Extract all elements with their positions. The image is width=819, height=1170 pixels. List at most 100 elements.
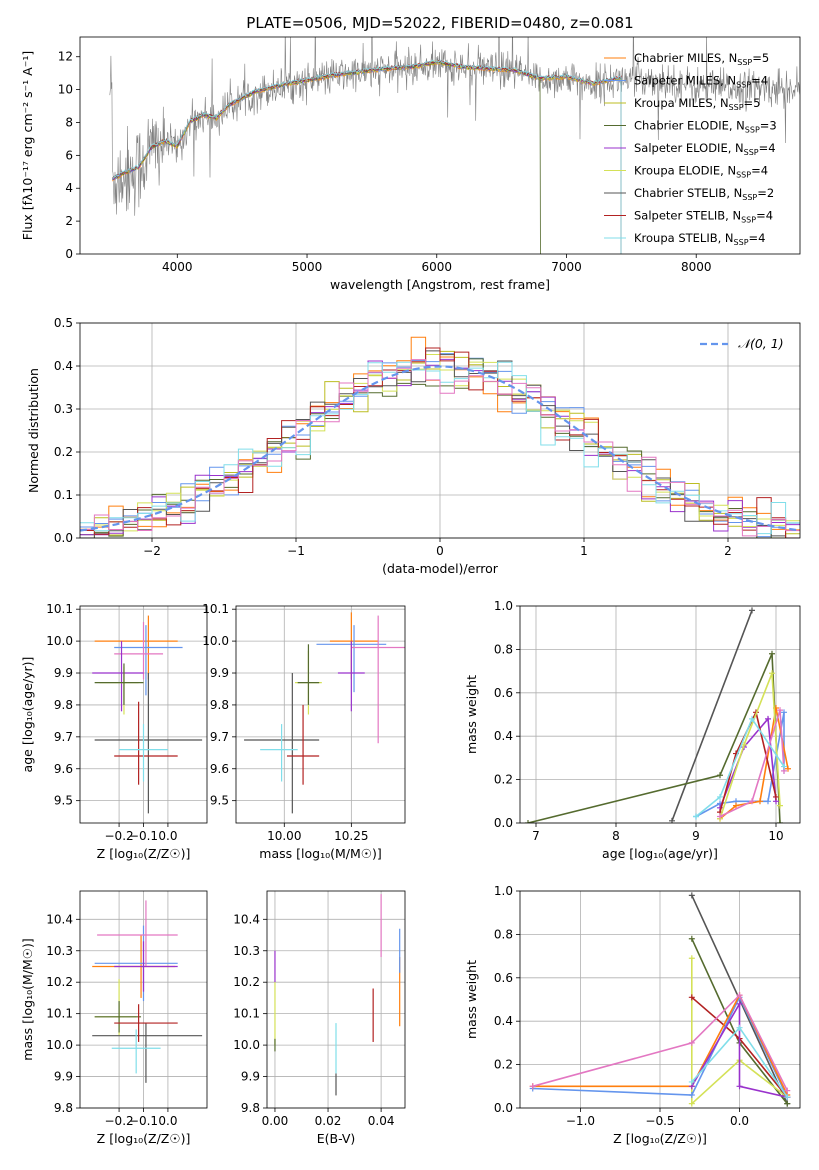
subplot-age_vs_Z: −0.2−0.1 0.0 9.5 9.6 9.7 9.8 9.9 10.0 10.1 Z [log…	[20, 602, 208, 861]
y-tick-label: 9.7	[210, 730, 229, 744]
y-tick-label: 2	[65, 214, 73, 228]
y-tick-label: 9.9	[54, 666, 73, 680]
y-tick-label: 10.4	[46, 912, 73, 926]
x-axis-label: Z [log₁₀(Z/Z☉)]	[613, 1131, 707, 1146]
weight-marker-kroupa_stelib	[784, 1094, 791, 1101]
model-line-chabrier_stelib	[112, 59, 622, 254]
weight-marker-chabrier_elodie	[717, 772, 723, 779]
legend-subscript: SSP	[742, 193, 757, 202]
legend-label: Chabrier STELIB, NSSP=2	[634, 186, 774, 202]
x-tick-label: 4000	[162, 260, 193, 274]
chart-title: PLATE=0506, MJD=52022, FIBERID=0480, z=0…	[246, 14, 633, 32]
legend-name: Kroupa MILES, N	[634, 96, 729, 110]
x-tick-label: 9	[692, 829, 700, 843]
legend-suffix: =5	[744, 96, 761, 110]
y-tick-label: 9.5	[210, 794, 229, 808]
x-tick-label: 0.00	[262, 1114, 289, 1128]
weight-marker-chabrier_miles	[733, 802, 739, 809]
plot-area-weight_vs_age	[525, 607, 791, 823]
y-tick-label: 10.4	[233, 912, 260, 926]
y-tick-label: 9.9	[210, 666, 229, 680]
subplot-weight_vs_Z: −1.0 −0.5 0.0 0.0 0.2 0.4 0.6 0.8 1.0 Z [log₁₀(Z/…	[464, 884, 801, 1146]
model-line-kroupa_miles	[112, 61, 622, 254]
y-tick-label: 10.1	[46, 602, 73, 616]
x-tick-label: 0.0	[730, 1114, 749, 1128]
axes-frame	[79, 605, 208, 824]
weight-marker-pink	[688, 1039, 695, 1046]
model-line-kroupa_elodie	[112, 59, 622, 254]
y-axis-label: mass weight	[464, 675, 479, 754]
y-axis-label: mass weight	[464, 960, 479, 1039]
y-tick-label: 9.7	[54, 730, 73, 744]
x-tick-label: 0.0	[158, 829, 177, 843]
x-axis-label: Z [log₁₀(Z/Z☉)]	[97, 846, 191, 861]
plot-area-spectrum	[109, 37, 800, 254]
legend-label: Kroupa ELODIE, NSSP=4	[634, 164, 768, 180]
legend-label: Salpeter STELIB, NSSP=4	[634, 209, 773, 225]
y-axis-label: age [log₁₀(age/yr)]	[20, 657, 35, 773]
y-tick-label: 0.0	[54, 531, 73, 545]
model-line-salpeter_miles	[112, 61, 622, 254]
x-tick-label: 0.0	[158, 1114, 177, 1128]
axes-frame	[79, 36, 801, 255]
x-tick-label: −1.0	[566, 1114, 595, 1128]
y-tick-label: 10.0	[202, 634, 229, 648]
subplot-age_vs_mass: 10.00 10.25 9.5 9.6 9.7 9.8 9.9 10.0 10.1 mass [l…	[202, 602, 406, 861]
x-tick-label: −2	[143, 544, 161, 558]
legend-name: Salpeter MILES, N	[634, 74, 736, 88]
y-tick-label: 4	[65, 181, 73, 195]
y-tick-label: 9.8	[241, 1101, 260, 1115]
histogram-steps-salpeter_stelib	[80, 347, 800, 538]
subplot-spectrum: 4000 5000 6000 7000 8000 0 2 4 6 8 10 12 wavelength …	[20, 14, 801, 292]
y-tick-label: 0.8	[494, 642, 513, 656]
weight-line-chabrier_miles	[532, 993, 789, 1096]
model-line-salpeter_elodie	[112, 60, 622, 254]
plot-area-age_vs_Z	[92, 615, 203, 814]
weight-line-salpeter_elodie	[719, 716, 777, 809]
weight-marker-salpeter_elodie	[736, 1083, 743, 1090]
x-tick-label: 6000	[421, 260, 452, 274]
subplot-residuals: −2 −1 0 1 2 0.0 0.1 0.2 0.3 0.4 0.5 (data-model)/er…	[26, 316, 801, 576]
weight-marker-chabrier_miles	[785, 765, 791, 772]
legend-label: Kroupa MILES, NSSP=5	[634, 96, 760, 112]
x-axis-label: (data-model)/error	[382, 561, 499, 576]
weight-marker-salpeter_miles	[688, 1091, 695, 1098]
legend-name: Kroupa STELIB, N	[634, 231, 734, 245]
legend-subscript: SSP	[736, 81, 751, 90]
weight-marker-kroupa_stelib	[717, 793, 723, 800]
x-tick-label: 1	[580, 544, 588, 558]
x-axis-label: mass [log₁₀(M/M☉)]	[259, 846, 381, 861]
legend-suffix: =2	[757, 186, 774, 200]
legend-suffix: =3	[760, 119, 777, 133]
y-tick-label: 1.0	[494, 884, 513, 898]
weight-marker-kroupa_stelib	[749, 715, 755, 722]
y-tick-label: 0.3	[54, 402, 73, 416]
legend-label: Kroupa STELIB, NSSP=4	[634, 231, 765, 247]
y-tick-label: 0.0	[494, 1101, 513, 1115]
weight-marker-chabrier_elodie	[688, 935, 695, 942]
y-tick-label: 0.8	[494, 927, 513, 941]
legend-name: Salpeter ELODIE, N	[634, 141, 744, 155]
y-tick-label: 0.2	[494, 773, 513, 787]
y-tick-label: 0.4	[54, 359, 73, 373]
y-tick-label: 10.0	[46, 1038, 73, 1052]
axes-frame	[519, 605, 801, 824]
x-tick-label: 7000	[551, 260, 582, 274]
weight-marker-kroupa_stelib	[781, 763, 787, 770]
legend-name: Salpeter STELIB, N	[634, 209, 741, 223]
legend-suffix: =5	[752, 51, 769, 65]
weight-marker-chabrier_miles	[757, 798, 763, 805]
y-tick-label: 9.6	[210, 762, 229, 776]
y-tick-label: 0.6	[494, 686, 513, 700]
y-tick-label: 10.1	[46, 1007, 73, 1021]
x-tick-label: 2	[724, 544, 732, 558]
x-tick-label: 8	[612, 829, 620, 843]
legend-name: Chabrier STELIB, N	[634, 186, 742, 200]
weight-marker-salpeter_elodie	[736, 1000, 743, 1007]
legend-subscript: SSP	[734, 238, 749, 247]
x-axis-label: Z [log₁₀(Z/Z☉)]	[97, 1131, 191, 1146]
legend-subscript: SSP	[741, 216, 756, 225]
y-tick-label: 9.5	[54, 794, 73, 808]
y-tick-label: 0.1	[54, 488, 73, 502]
